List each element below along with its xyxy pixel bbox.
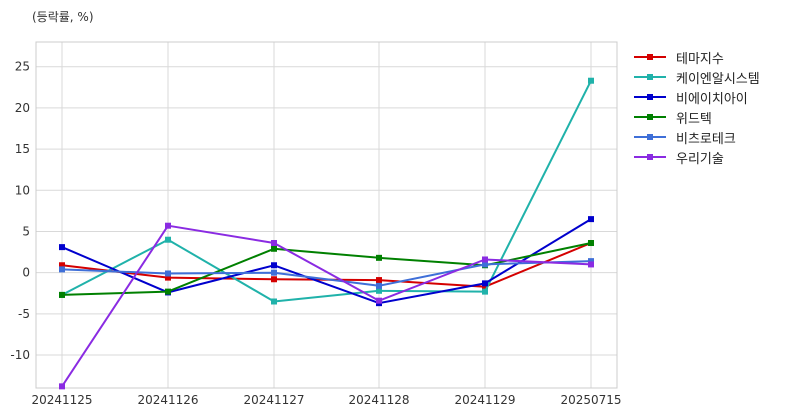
y-tick-label: -5 (18, 307, 30, 321)
series-line (61, 218, 592, 305)
unit-label: (등락률, %) (32, 10, 94, 24)
x-tick-label: 20241127 (243, 393, 304, 407)
legend-label: 비츠로테크 (676, 131, 736, 147)
x-axis-ticks: 20241125 20241126 20241127 20241128 20241129… (31, 393, 621, 407)
legend-item: 우리기술 (634, 147, 760, 167)
legend-swatch (634, 111, 666, 123)
series-4 (59, 258, 594, 289)
series-line (61, 224, 592, 387)
x-tick-label: 20241128 (348, 393, 409, 407)
y-tick-label: 5 (22, 224, 30, 238)
series-lines (59, 77, 594, 390)
data-point (165, 222, 171, 229)
data-point (59, 266, 65, 273)
legend-swatch (634, 131, 666, 143)
data-point (165, 270, 171, 277)
legend-item: 테마지수 (634, 47, 760, 67)
legend-label: 우리기술 (676, 151, 724, 167)
data-point (271, 276, 277, 283)
data-point (482, 256, 488, 263)
y-tick-label: 0 (22, 266, 30, 280)
legend-label: 비에이치아이 (676, 91, 748, 107)
legend-swatch (634, 51, 666, 63)
data-point (376, 297, 382, 304)
y-tick-label: 20 (15, 101, 30, 115)
series-line (61, 80, 592, 303)
data-point (271, 298, 277, 305)
data-point (588, 216, 594, 223)
data-point (588, 77, 594, 84)
series-line (61, 242, 592, 296)
data-point (588, 261, 594, 268)
legend-label: 케이엔알시스템 (676, 71, 760, 87)
data-point (482, 283, 488, 290)
x-tick-label: 20241126 (137, 393, 198, 407)
data-point (376, 277, 382, 284)
grid (36, 42, 617, 388)
data-point (59, 291, 65, 298)
data-point (165, 288, 171, 295)
data-point (482, 280, 488, 287)
series-5 (59, 222, 594, 390)
legend-item: 비츠로테크 (634, 127, 760, 147)
y-tick-label: 25 (15, 60, 30, 74)
plot-frame (35, 41, 618, 389)
legend-label: 위드텍 (676, 111, 712, 127)
x-tick-label: 20241129 (454, 393, 515, 407)
y-axis-ticks: -10 -5 0 5 10 15 20 25 (10, 60, 30, 362)
data-point (165, 274, 171, 281)
data-point (59, 244, 65, 251)
data-point (482, 261, 488, 268)
data-point (588, 240, 594, 247)
data-point (588, 258, 594, 265)
y-tick-label: 15 (15, 142, 30, 156)
y-tick-label: -10 (10, 348, 30, 362)
data-point (59, 383, 65, 390)
legend-item: 케이엔알시스템 (634, 67, 760, 87)
data-point (271, 262, 277, 269)
data-point (271, 269, 277, 276)
legend-swatch (634, 71, 666, 83)
data-point (271, 245, 277, 252)
data-point (165, 236, 171, 243)
x-tick-label: 20241125 (31, 393, 92, 407)
data-point (376, 282, 382, 289)
legend-swatch (634, 91, 666, 103)
legend-swatch (634, 151, 666, 163)
data-point (271, 240, 277, 247)
x-tick-label: 20250715 (560, 393, 621, 407)
data-point (59, 262, 65, 269)
data-point (376, 254, 382, 261)
series-line (61, 260, 592, 287)
data-point (482, 288, 488, 295)
legend-item: 위드텍 (634, 107, 760, 127)
legend-label: 테마지수 (676, 51, 724, 67)
legend-item: 비에이치아이 (634, 87, 760, 107)
data-point (376, 287, 382, 294)
y-tick-label: 10 (15, 183, 30, 197)
